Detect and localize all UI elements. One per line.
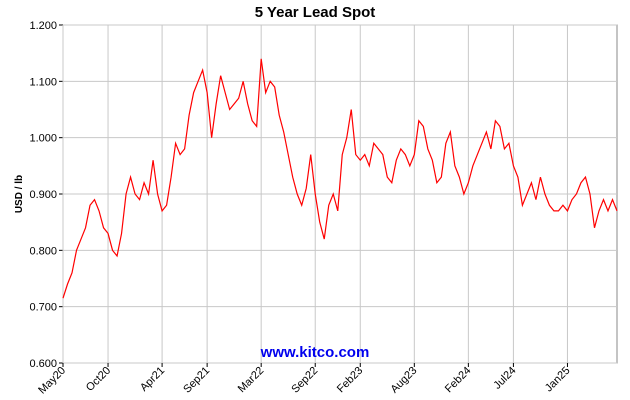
x-tick-label: Sep22 (289, 365, 320, 396)
y-tick-label: 0.600 (29, 358, 57, 370)
y-tick-label: 0.700 (29, 302, 57, 314)
x-tick-label: Feb23 (335, 365, 366, 396)
x-tick-label: Sep21 (181, 365, 212, 396)
y-tick-label: 1.100 (29, 76, 57, 88)
x-tick-label: Apr21 (138, 365, 167, 394)
x-tick-label: Jan25 (543, 365, 573, 395)
x-tick-label: Mar22 (236, 365, 267, 396)
y-axis-label: USD / lb (14, 175, 25, 213)
y-tick-label: 1.200 (29, 20, 57, 32)
x-tick-label: Aug23 (388, 365, 419, 396)
x-tick-label: Jul24 (491, 365, 518, 392)
x-tick-label: Oct20 (84, 365, 113, 394)
marks (62, 58, 618, 299)
chart-title: 5 Year Lead Spot (255, 4, 376, 21)
series-line (62, 58, 618, 299)
x-tick-label: Feb24 (443, 365, 474, 396)
watermark: www.kitco.com (260, 344, 370, 361)
y-tick-label: 0.900 (29, 189, 57, 201)
y-tick-label: 1.000 (29, 133, 57, 145)
y-tick-label: 0.800 (29, 245, 57, 257)
